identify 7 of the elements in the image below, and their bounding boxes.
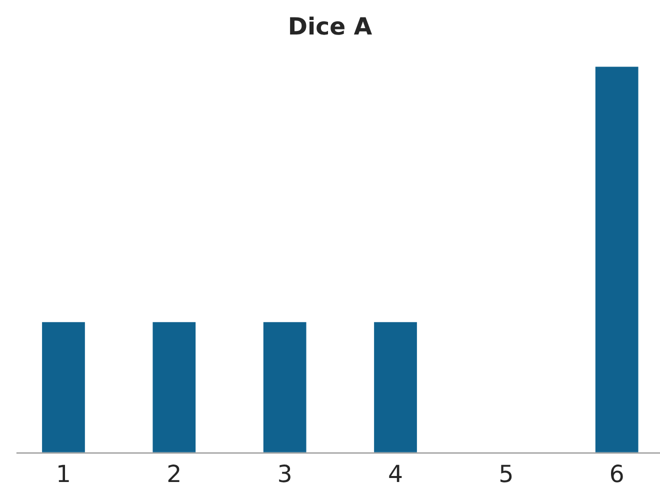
x-tick-label: 6 <box>610 464 623 482</box>
x-tick-label: 2 <box>168 464 180 482</box>
x-tick-label: 4 <box>389 464 402 482</box>
chart-title: Dice A <box>290 16 372 35</box>
x-tick-label: 5 <box>500 464 512 482</box>
x-tick-label: 1 <box>58 464 69 482</box>
x-tick-label: 3 <box>279 464 290 482</box>
